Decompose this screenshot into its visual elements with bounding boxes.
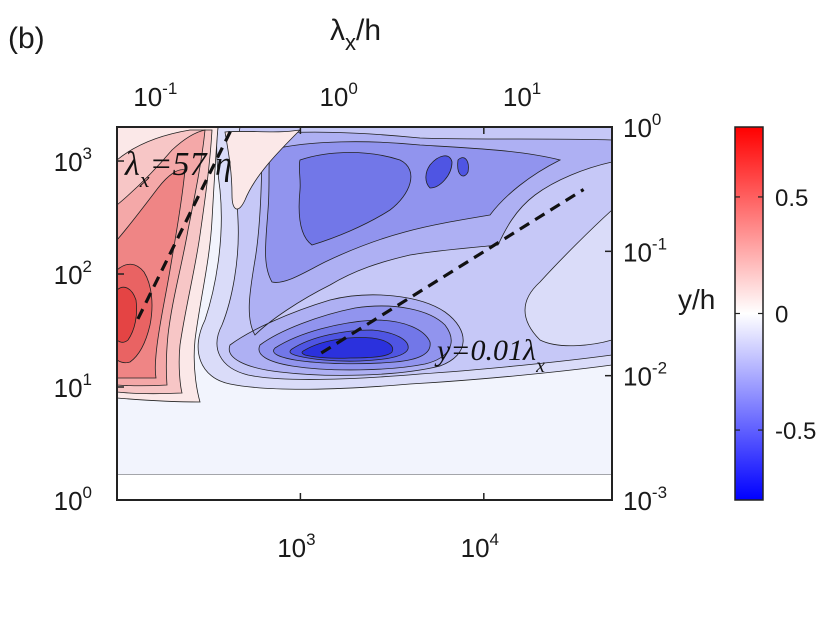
- y-left-tick-label-3: 103: [54, 144, 92, 177]
- x-bottom-tick-label-1: 104: [461, 530, 499, 563]
- colorbar-ticks: 0.5 0 -0.5: [735, 185, 816, 445]
- x-top-tick-label-2: 101: [503, 79, 541, 112]
- y-left-tick-label-1-base: 10: [54, 373, 83, 403]
- x-bottom-tick-label-1-base: 10: [461, 533, 490, 563]
- reference-line-1: [320, 188, 585, 355]
- top-axis-title-base: λ: [330, 14, 345, 47]
- plot-area: [117, 127, 612, 500]
- contour-neg-core: [301, 337, 394, 359]
- x-top-tick-label-2-base: 10: [503, 82, 532, 112]
- colorbar-tick-label-2: -0.5: [775, 418, 816, 445]
- y-left-tick-label-0-exp: 0: [83, 483, 92, 502]
- y-right-tick-label-1: 10-2: [623, 359, 667, 392]
- y-right-tick-label-2-exp: -1: [652, 234, 667, 253]
- x-top-tick-label-0-base: 10: [133, 82, 162, 112]
- y-left-tick-label-1: 101: [54, 370, 92, 403]
- y-left-tick-label-2: 102: [54, 257, 92, 290]
- x-top-tick-label-0: 10-1: [133, 79, 177, 112]
- contour-neg-level-6: [289, 155, 469, 362]
- y-right-tick-label-2: 10-1: [623, 234, 667, 267]
- x-bottom-tick-label-0-base: 10: [277, 533, 306, 563]
- x-bottom-tick-label-1-exp: 4: [490, 530, 499, 549]
- x-top-tick-label-2-exp: 1: [532, 79, 541, 98]
- annotation-2-base: y=0.01λ: [434, 334, 536, 367]
- plot-frame: [116, 126, 613, 501]
- x-top-tick-label-1-exp: 0: [348, 79, 357, 98]
- y-right-tick-label-2-base: 10: [623, 237, 652, 267]
- top-axis-title-tail: /h: [356, 14, 381, 47]
- annotation-1-sub: x: [139, 167, 150, 192]
- colorbar-tick-label-0: 0.5: [775, 185, 808, 212]
- contour-neg-level-5: [273, 152, 431, 365]
- annotation-1-base: λ: [124, 146, 140, 183]
- annotation-2-sub: x: [535, 355, 545, 377]
- y-left-tick-label-3-exp: 3: [83, 144, 92, 163]
- x-top-tick-label-1-base: 10: [319, 82, 348, 112]
- x-bottom-tick-label-0: 103: [277, 530, 315, 563]
- no-data-strip: [117, 475, 612, 500]
- x-top-tick-label-1: 100: [319, 79, 357, 112]
- y-left-tick-label-3-base: 10: [54, 147, 83, 177]
- y-right-tick-label-3: 100: [623, 110, 661, 143]
- annotation-lambda-57-eta: λx=57 η: [124, 146, 232, 192]
- top-axis-title: λx/h: [330, 14, 381, 55]
- y-right-tick-label-0-base: 10: [623, 486, 652, 516]
- panel-label: (b): [8, 22, 45, 55]
- y-left-tick-label-1-exp: 1: [83, 370, 92, 389]
- y-right-tick-label-3-base: 10: [623, 113, 652, 143]
- reference-lines: [136, 128, 585, 355]
- y-left-tick-label-2-base: 10: [54, 260, 83, 290]
- x-top-tick-label-0-exp: -1: [162, 79, 177, 98]
- y-right-tick-label-1-base: 10: [623, 362, 652, 392]
- y-right-tick-label-1-exp: -2: [652, 359, 667, 378]
- y-left-tick-label-0-base: 10: [54, 486, 83, 516]
- y-left-tick-label-0: 100: [54, 483, 92, 516]
- y-left-tick-label-2-exp: 2: [83, 257, 92, 276]
- annotation-1-tail: =57 η: [150, 146, 232, 183]
- x-bottom-tick-label-0-exp: 3: [306, 530, 315, 549]
- annotation-y-001-lambda: y=0.01λx: [434, 334, 545, 377]
- y-right-tick-label-3-exp: 0: [652, 110, 661, 129]
- contour-pos-core: [117, 286, 137, 343]
- top-axis-title-sub: x: [345, 30, 356, 55]
- y-right-tick-label-0-exp: -3: [652, 483, 667, 502]
- y-right-tick-label-0: 10-3: [623, 483, 667, 516]
- right-axis-title: y/h: [678, 284, 715, 315]
- colorbar-tick-label-1: 0: [775, 302, 788, 329]
